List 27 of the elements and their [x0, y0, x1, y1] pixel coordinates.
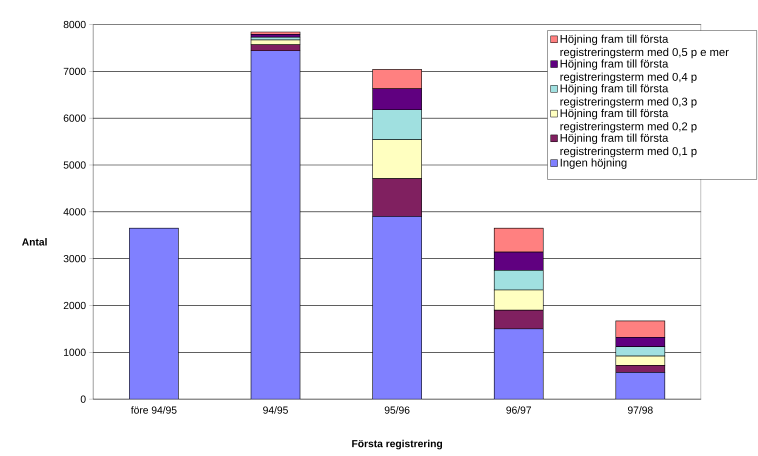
- x-axis-title: Första registrering: [352, 440, 442, 450]
- x-tick-label: 96/97: [506, 406, 532, 414]
- y-tick-label: 4000: [63, 208, 86, 216]
- y-axis-title: Antal: [22, 238, 47, 246]
- y-tick-label: 2000: [64, 302, 86, 310]
- y-tick-label: 6000: [64, 114, 86, 122]
- y-tick-label: 7000: [64, 68, 86, 75]
- y-tick-label: 1000: [64, 348, 86, 356]
- x-tick-label: före 94/95: [130, 406, 177, 414]
- y-tick-label: 0: [80, 396, 86, 403]
- y-tick-label: 3000: [64, 255, 86, 262]
- x-tick-label: 95/96: [384, 406, 410, 414]
- y-tick-label: 5000: [64, 161, 86, 169]
- y-tick-label: 8000: [64, 20, 86, 28]
- legend-label: Höjning fram till första registreringsterm med 0,5 p e mer: [560, 34, 729, 58]
- bar: [494, 328, 544, 400]
- legend-label: Höjning fram till första registreringsterm med 0,3 p: [560, 84, 697, 108]
- legend-label: Höjning fram till första registreringsterm med 0,1 p: [560, 134, 697, 158]
- legend-label: Höjning fram till första registreringsterm med 0,2 p: [560, 108, 697, 133]
- x-tick-label: 97/98: [628, 406, 653, 414]
- legend-label: Ingen höjning: [560, 158, 626, 169]
- bar: [372, 216, 422, 400]
- x-tick-label: 94/95: [263, 406, 288, 414]
- bar: [129, 228, 179, 400]
- bar: [250, 50, 300, 400]
- bar: [616, 372, 666, 400]
- legend-label: Höjning fram till första registreringsterm med 0,4 p: [560, 59, 697, 84]
